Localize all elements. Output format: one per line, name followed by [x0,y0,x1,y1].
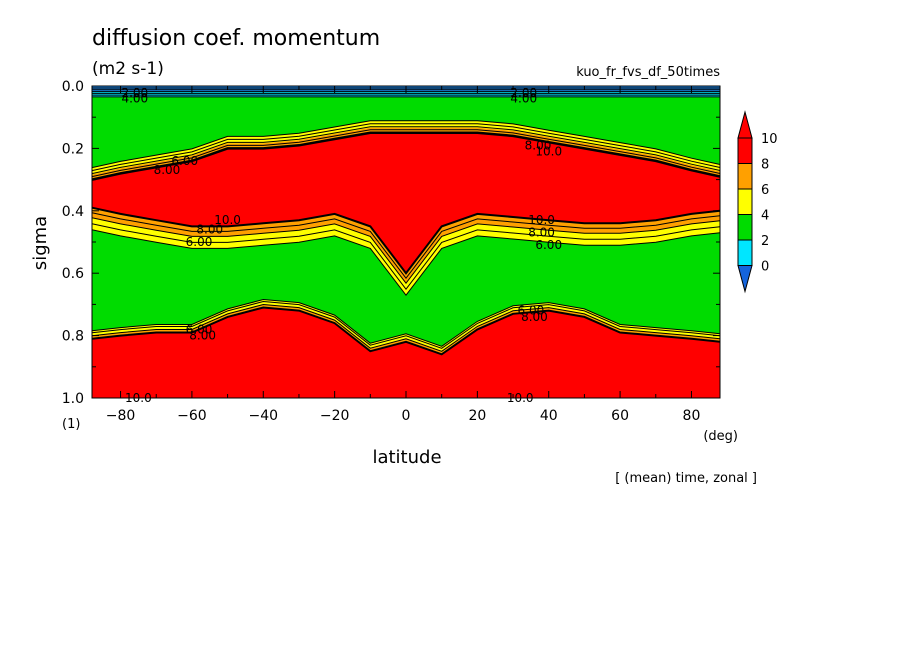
band-lower-over-10 [92,307,720,398]
contour-line [91,303,721,352]
y-tick-label: 1.0 [62,391,84,407]
colorbar-label: 4 [761,209,769,224]
y-tick-label: 0.6 [62,266,84,282]
colorbar: 0 2 4 6 8 10 [737,110,778,294]
contour-line [91,300,721,349]
contour-label: 10.0 [535,145,562,159]
contour-label: 6.00 [186,322,213,336]
x-tick-label: 40 [540,408,558,424]
contour-label: 8.00 [525,138,552,152]
x-tick-label: −20 [320,408,350,424]
chart-title: diffusion coef. momentum [92,26,380,51]
colorbar-under-arrow [737,265,753,294]
footnote: [ (mean) time, zonal ] [615,471,757,486]
colorbar-label: 0 [761,260,769,275]
contour-line [91,212,721,280]
colorbar-label: 6 [761,183,769,198]
contour-line [91,306,721,356]
y-tick-label: 0.4 [62,204,84,220]
contour-line [91,131,721,181]
y-axis: 0.0 0.2 0.4 0.6 0.8 1.0 [62,79,720,407]
x-tick-label: −60 [177,408,207,424]
colorbar-label: 10 [761,132,778,147]
y-axis-unit: (1) [62,417,80,432]
contour-label: 8.00 [196,223,223,237]
band-upper-over-10 [92,132,720,274]
colorbar-over-arrow [737,110,753,139]
x-tick-label: −80 [106,408,136,424]
contour-label: 4.00 [121,91,148,105]
contour-label: 6.00 [171,154,198,168]
contour-label: 10.0 [528,213,555,227]
chart-units: (m2 s-1) [92,59,164,79]
contour-label: 8.00 [154,163,181,177]
y-axis-label: sigma [30,216,51,270]
colorbar-segment [737,188,753,215]
contour-label: 8.00 [189,329,216,343]
x-tick-label: 80 [683,408,701,424]
contour-label: 8.00 [521,310,548,324]
contour-label: 8.00 [528,226,555,240]
contour-line [91,123,721,172]
colorbar-segment [737,214,753,241]
x-tick-label: 0 [402,408,411,424]
contour-label: 2.00 [510,86,537,100]
x-axis-label: latitude [372,447,441,468]
run-name: kuo_fr_fvs_df_50times [576,65,720,80]
contour-label: 10.0 [214,213,241,227]
contour-label: 2.00 [121,86,148,100]
colorbar-label: 8 [761,158,769,173]
colorbar-segment [737,239,753,266]
x-tick-label: 60 [611,408,629,424]
contour-line [91,298,721,347]
y-tick-label: 0.2 [62,141,84,157]
x-tick-label: −40 [248,408,278,424]
contour-line [91,129,721,178]
field-2-4 [92,91,720,97]
contour-label: 6.00 [518,304,545,318]
colorbar-segment [737,163,753,190]
x-axis: −80 −60 −40 −20 0 20 40 60 80 [106,86,701,424]
contour-label: 4.00 [510,91,537,105]
contour-line [91,229,721,297]
x-tick-label: 20 [468,408,486,424]
x-axis-unit: (deg) [703,429,738,444]
contour-label: 6.00 [535,238,562,252]
contour-line [91,120,721,169]
y-tick-label: 0.8 [62,329,84,345]
contour-line [91,223,721,291]
contour-label: 6.00 [186,235,213,249]
contour-line [91,217,721,285]
contour-line [91,206,721,275]
colorbar-segment [737,137,753,164]
contour-line [91,126,721,175]
colorbar-label: 2 [761,234,769,249]
plot-area: 2.004.00 2.004.006.008.0010.08.006.008.00… [91,85,721,405]
y-tick-label: 0.0 [62,79,84,95]
